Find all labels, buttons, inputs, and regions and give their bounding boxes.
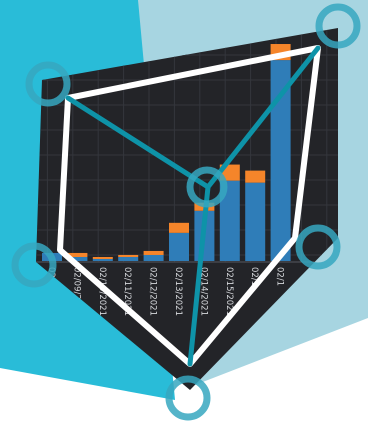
x-tick-label: 02/09/2021 [71,267,81,316]
bar-segment-primary [67,256,88,261]
bar-segment-secondary [143,250,164,255]
bar-segment-secondary [67,252,88,257]
bar-segment-secondary [118,254,139,257]
ring-marker-right [295,224,341,270]
teal-spoke-left [65,95,211,190]
teal-spokes [65,45,321,367]
ring-marker-bottom [165,375,211,421]
bar-series [42,44,291,261]
bar-segment-secondary [245,170,266,183]
bar-segment-primary [270,60,291,261]
ring-marker-top-right [315,3,361,49]
x-tick-label: 02/1 [249,267,259,286]
ring-marker-top-left [25,61,71,107]
bar-segment-primary [143,254,164,261]
bar-segment-primary [92,258,113,261]
teal-spoke-bottom [187,184,211,367]
x-axis-tick-labels: 02/002/09/202102/10/202102/11/202102/12/… [46,267,285,316]
x-tick-label: 02/11/2021 [122,267,132,316]
bar-segment-primary [219,180,240,261]
bar-segment-primary [245,182,266,261]
bar-segment-primary [169,232,189,261]
x-tick-label: 02/14/2021 [198,267,208,316]
x-tick-label: 02/12/2021 [148,267,158,316]
white-outline-shape [57,45,321,367]
x-tick-label: 02/10/2021 [97,267,107,316]
x-tick-label: 02/1 [275,267,285,286]
ring-markers [11,3,361,421]
bar-segment-secondary [92,256,113,259]
bar-segment-secondary [169,222,189,233]
ring-marker-left [11,242,57,288]
x-tick-label: 02/13/2021 [173,267,183,316]
x-tick-label: 02/15/2021 [224,267,234,316]
teal-spoke-right [205,45,321,190]
ring-marker-center [186,166,228,208]
bar-segment-primary [118,256,139,261]
